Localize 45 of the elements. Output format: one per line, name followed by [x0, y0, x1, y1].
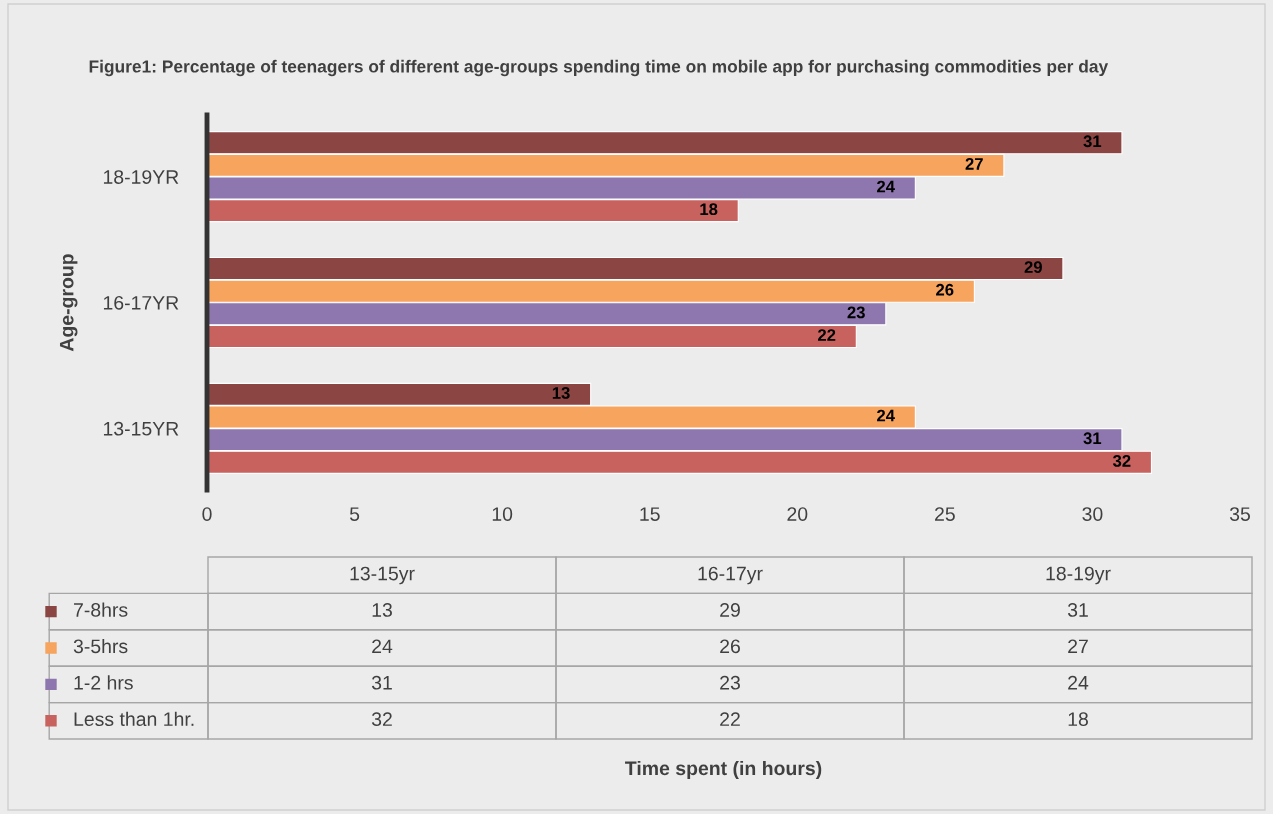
data-label: 31: [1083, 135, 1102, 148]
x-tick-label: 25: [935, 507, 955, 521]
chart-title: Figure1: Percentage of teenagers of different age-groups spending time on mobile app for purchasing commodities per day: [89, 59, 1109, 77]
legend-label: 1-2 hrs: [74, 675, 133, 690]
x-tick-label: 5: [349, 507, 360, 521]
data-label: 32: [1112, 454, 1131, 467]
y-tick-label: 18-19YR: [103, 170, 179, 184]
data-label: 31: [1067, 603, 1088, 617]
category-label: 16-17yr: [698, 566, 763, 585]
data-label: 13: [372, 603, 392, 617]
x-axis-title: Time spent (in hours): [625, 760, 822, 780]
category-label: 18-19yr: [1046, 566, 1111, 585]
data-label: 29: [1024, 261, 1042, 273]
data-label: 32: [371, 712, 392, 727]
y-tick-label: 13-15YR: [103, 421, 179, 436]
data-label: 23: [847, 306, 865, 319]
data-label: 29: [720, 603, 740, 617]
data-label: 22: [818, 329, 836, 341]
data-label: 24: [877, 180, 895, 193]
data-label: 27: [965, 158, 983, 170]
legend-label: 7-8hrs: [74, 602, 128, 617]
data-label: 31: [1083, 432, 1102, 445]
y-axis-title: Age-group: [59, 254, 78, 352]
data-label: 26: [936, 283, 954, 296]
data-label: 27: [1068, 639, 1088, 654]
data-label: 18: [1068, 712, 1088, 727]
legend-label: 3-5hrs: [73, 638, 128, 654]
data-label: 24: [877, 409, 895, 422]
data-label: 22: [720, 712, 740, 726]
y-tick-label: 16-17YR: [103, 295, 179, 310]
data-label: 26: [720, 639, 740, 654]
data-label: 18: [700, 203, 718, 216]
data-label: 23: [720, 675, 740, 690]
x-tick-label: 15: [640, 507, 660, 521]
x-tick-label: 10: [492, 507, 513, 521]
data-label: 24: [372, 639, 393, 654]
x-tick-label: 35: [1229, 507, 1250, 521]
legend-label: Less than 1hr.: [74, 711, 194, 727]
x-tick-label: 0: [202, 507, 212, 521]
x-tick-label: 30: [1082, 507, 1103, 521]
data-label: 24: [1068, 675, 1089, 690]
data-label: 31: [371, 675, 392, 690]
x-tick-label: 20: [787, 507, 808, 521]
data-label: 13: [552, 387, 570, 399]
category-label: 13-15yr: [350, 566, 415, 585]
